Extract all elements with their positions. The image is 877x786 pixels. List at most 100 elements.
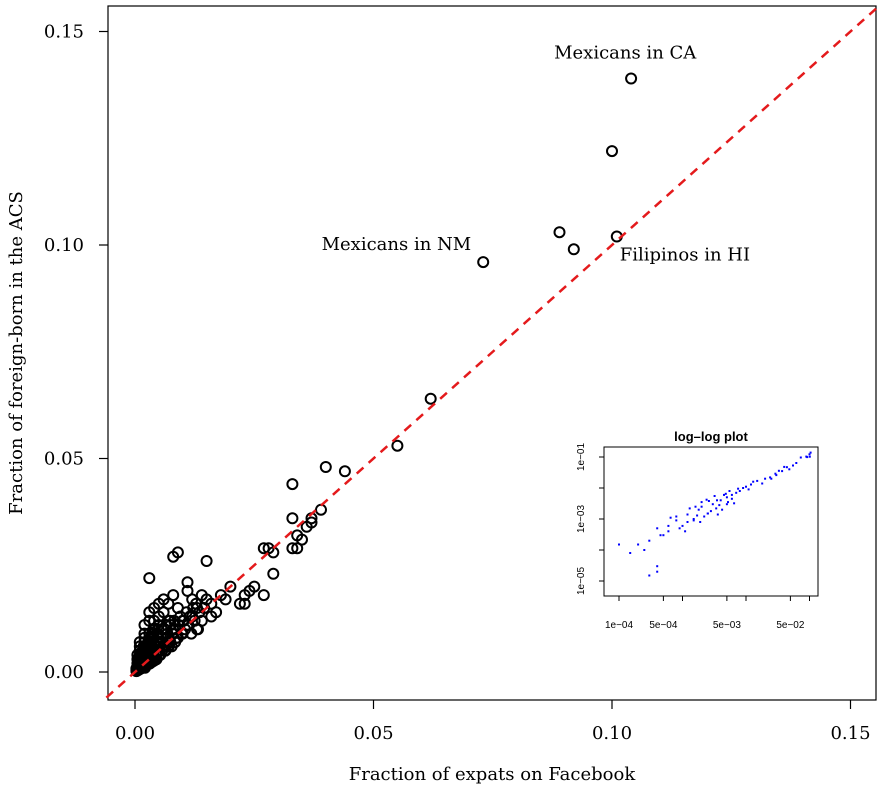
inset-data-point — [719, 499, 722, 502]
inset-points — [618, 451, 812, 577]
inset-data-point — [733, 502, 736, 505]
x-tick-label: 0.00 — [115, 723, 155, 744]
data-point — [319, 461, 332, 473]
data-point — [625, 72, 638, 85]
inset-data-point — [774, 472, 777, 475]
y-tick-label: 0.15 — [44, 22, 84, 43]
data-point — [198, 602, 211, 614]
annotation-label: Mexicans in NM — [322, 234, 472, 255]
inset-x-axis-ticks: 1e−04 5e−04 5e−03 5e−02 — [605, 596, 810, 631]
inset-data-point — [745, 485, 747, 488]
inset-data-point — [659, 534, 662, 537]
inset-data-point — [718, 504, 721, 507]
inset-y-tick-label: 1e−01 — [576, 443, 587, 472]
inset-x-tick-label: 1e−04 — [605, 620, 634, 631]
inset-data-point — [716, 513, 719, 516]
inset-data-point — [696, 514, 699, 517]
data-point — [167, 550, 180, 563]
y-tick-label: 0.00 — [44, 662, 84, 683]
inset-data-point — [808, 453, 811, 456]
inset-data-point — [752, 480, 755, 483]
inset-data-point — [738, 490, 741, 492]
y-tick-label: 0.10 — [44, 235, 84, 256]
y-axis-ticks: 0.00 0.05 0.10 0.15 — [44, 22, 108, 683]
data-point — [143, 606, 156, 619]
inset-data-point — [747, 488, 750, 491]
data-point — [143, 572, 156, 585]
annotation-label: Mexicans in CA — [554, 42, 697, 63]
data-point — [181, 576, 194, 589]
data-point — [138, 619, 151, 631]
inset-data-point — [656, 565, 659, 568]
inset-data-point — [713, 495, 716, 497]
inset-data-point — [681, 524, 684, 527]
inset-data-point — [730, 497, 733, 500]
inset-data-point — [783, 465, 786, 468]
data-point — [286, 512, 299, 525]
inset-data-point — [629, 552, 632, 554]
inset-data-point — [727, 501, 729, 504]
inset-data-point — [678, 527, 681, 530]
x-axis-ticks: 0.00 0.05 0.10 0.15 — [115, 700, 871, 744]
inset-y-tick-label: 1e−05 — [576, 567, 587, 596]
inset-data-point — [667, 530, 670, 533]
data-point — [286, 542, 299, 555]
data-point — [224, 580, 237, 593]
data-point — [257, 589, 270, 602]
inset-data-point — [799, 456, 802, 459]
x-tick-label: 0.15 — [830, 723, 870, 744]
inset-data-point — [711, 503, 714, 506]
inset-data-point — [700, 505, 703, 508]
data-point — [567, 243, 580, 256]
data-point — [286, 478, 299, 491]
data-point — [233, 597, 246, 610]
data-point — [553, 226, 566, 239]
inset-data-point — [688, 507, 691, 510]
data-point — [338, 465, 351, 478]
inset-data-point — [686, 521, 689, 523]
inset-data-point — [775, 474, 778, 477]
data-point — [477, 256, 490, 269]
inset-data-point — [637, 543, 640, 546]
data-point — [267, 567, 280, 580]
data-point — [192, 623, 204, 636]
inset-data-point — [643, 549, 646, 551]
data-point — [291, 529, 304, 542]
inset-data-point — [703, 515, 706, 518]
inset-y-tick-label: 1e−03 — [576, 505, 587, 534]
data-point — [205, 610, 218, 623]
inset-data-point — [735, 491, 738, 494]
inset-data-point — [805, 455, 808, 458]
inset-data-point — [730, 493, 733, 496]
data-point — [291, 542, 304, 555]
y-axis-title: Fraction of foreign-born in the ACS — [6, 191, 27, 515]
data-point — [424, 392, 437, 405]
inset-data-point — [785, 466, 788, 469]
x-axis-title: Fraction of expats on Facebook — [349, 764, 637, 785]
reference-line — [105, 6, 877, 699]
inset-background — [544, 425, 824, 634]
main-plot: 0.00 0.05 0.10 0.15 0.00 0.05 0.10 0.15 Mexica… — [6, 5, 877, 785]
inset-data-point — [705, 498, 708, 501]
data-point — [300, 520, 313, 533]
x-tick-label: 0.10 — [592, 723, 632, 744]
data-point — [195, 589, 208, 602]
inset-data-point — [723, 493, 725, 496]
inset-data-point — [761, 482, 764, 485]
inset-data-point — [777, 469, 780, 472]
annotations: Mexicans in CA Mexicans in NM Filipinos in… — [322, 42, 750, 265]
data-point — [167, 589, 180, 602]
inset-data-point — [808, 455, 811, 458]
data-point — [163, 614, 176, 627]
inset-data-point — [699, 521, 702, 523]
inset-data-point — [684, 530, 687, 533]
inset-data-point — [656, 570, 659, 573]
inset-data-point — [692, 518, 695, 520]
inset-data-point — [715, 507, 718, 510]
inset-data-point — [662, 534, 665, 537]
inset-data-point — [716, 499, 718, 502]
data-point — [214, 589, 227, 602]
inset-data-point — [707, 500, 710, 502]
inset-title: log–log plot — [674, 429, 748, 444]
